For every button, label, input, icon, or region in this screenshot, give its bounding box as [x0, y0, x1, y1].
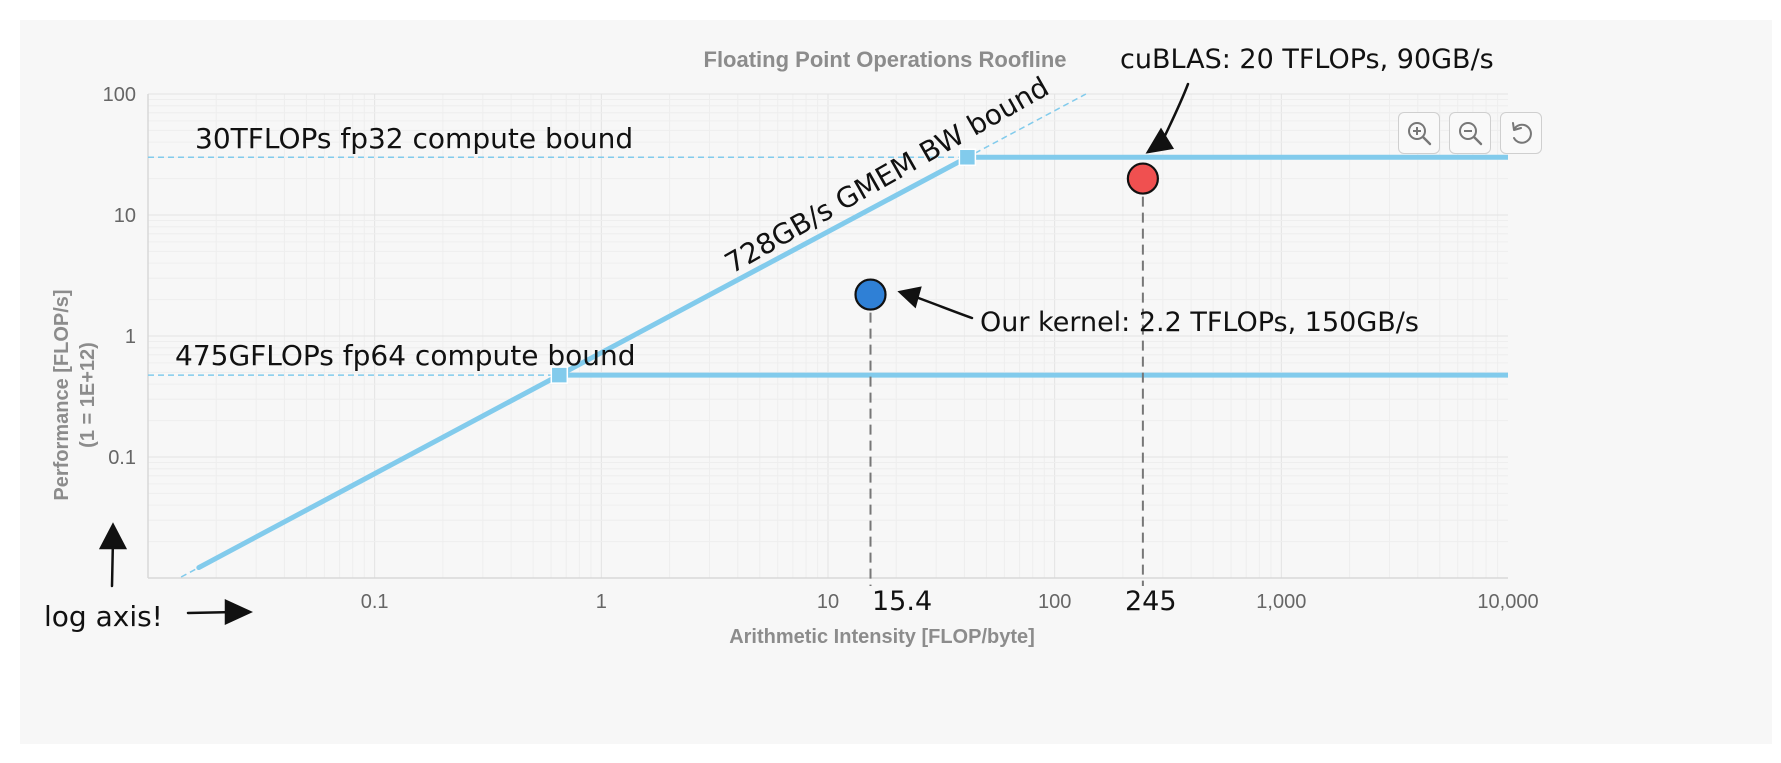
zoom-in-icon — [1408, 122, 1432, 146]
cublas-x-label: 245 — [1125, 586, 1177, 617]
fp64-knee-marker — [550, 366, 569, 384]
x-axis-label: Arithmetic Intensity [FLOP/byte] — [729, 626, 1035, 648]
log-axis-up-arrow — [98, 522, 128, 588]
zoom-out-button[interactable] — [1449, 112, 1491, 154]
our-kernel-x-label: 15.4 — [872, 586, 932, 617]
zoom-in-button[interactable] — [1398, 112, 1440, 154]
cublas-point — [1126, 162, 1159, 195]
x-tick-label: 0.1 — [361, 591, 389, 613]
y-tick-label: 0.1 — [108, 447, 136, 469]
our-kernel-arrow — [897, 286, 974, 320]
fp32-knee-marker — [958, 148, 977, 167]
x-tick-label: 1 — [596, 591, 607, 613]
x-tick-label: 10,000 — [1477, 591, 1538, 613]
y-tick-label: 100 — [103, 84, 136, 106]
chart-panel: 0.1 1 10 100 1,000 10,000 0.1 1 10 100 Floating P… — [20, 20, 1772, 744]
drop-lines — [869, 196, 1144, 586]
y-axis-sublabel: (1 = 1E+12) — [77, 342, 99, 448]
roofline-lines — [148, 93, 1508, 578]
x-tick-label: 10 — [817, 591, 839, 613]
reset-icon — [1512, 122, 1532, 144]
y-tick-label: 10 — [114, 205, 136, 227]
reset-zoom-button[interactable] — [1500, 112, 1542, 154]
log-axis-note: log axis! — [44, 600, 163, 633]
fp32-ceiling-label: 30TFLOPs fp32 compute bound — [195, 122, 633, 155]
y-tick-label: 1 — [125, 326, 136, 348]
chart-title: Floating Point Operations Roofline — [704, 47, 1067, 72]
tick-labels: 0.1 1 10 100 1,000 10,000 0.1 1 10 100 — [103, 84, 1539, 613]
y-axis-label: Performance [FLOP/s] — [51, 289, 73, 500]
bandwidth-bound-line — [196, 154, 970, 571]
our-kernel-label: Our kernel: 2.2 TFLOPs, 150GB/s — [980, 307, 1419, 338]
roofline-chart: 0.1 1 10 100 1,000 10,000 0.1 1 10 100 Floating P… — [44, 44, 1539, 648]
our-kernel-point — [854, 278, 887, 311]
x-tick-label: 100 — [1038, 591, 1071, 613]
x-tick-label: 1,000 — [1256, 591, 1306, 613]
cublas-label: cuBLAS: 20 TFLOPs, 90GB/s — [1120, 44, 1494, 75]
cublas-arrow — [1145, 82, 1190, 154]
log-axis-right-arrow — [186, 599, 254, 625]
fp64-ceiling-label: 475GFLOPs fp64 compute bound — [175, 339, 636, 372]
data-points — [854, 162, 1159, 311]
zoom-out-icon — [1459, 122, 1483, 146]
